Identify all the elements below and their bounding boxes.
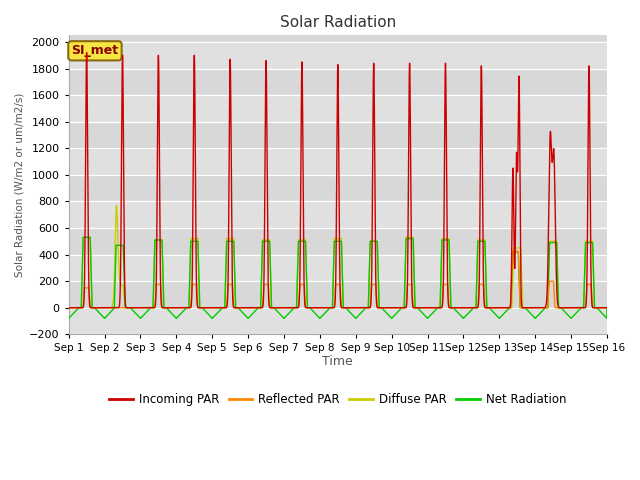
Reflected PAR bbox=[497, 305, 505, 311]
Bar bbox=[68, 308, 607, 334]
Reflected PAR bbox=[469, 305, 477, 311]
Bar bbox=[68, 254, 607, 281]
Reflected PAR bbox=[603, 305, 611, 311]
Net Radiation bbox=[505, 306, 513, 312]
Net Radiation bbox=[497, 313, 505, 319]
Bar bbox=[68, 202, 607, 228]
Reflected PAR bbox=[505, 305, 513, 311]
Diffuse PAR bbox=[484, 305, 492, 311]
Bar bbox=[68, 148, 607, 175]
Incoming PAR bbox=[83, 50, 90, 56]
Diffuse PAR bbox=[497, 305, 505, 311]
Legend: Incoming PAR, Reflected PAR, Diffuse PAR, Net Radiation: Incoming PAR, Reflected PAR, Diffuse PAR… bbox=[105, 388, 571, 410]
Incoming PAR bbox=[497, 305, 505, 311]
Title: Solar Radiation: Solar Radiation bbox=[280, 15, 396, 30]
Net Radiation bbox=[93, 307, 100, 313]
Bar bbox=[68, 42, 607, 69]
Net Radiation bbox=[484, 305, 492, 311]
Net Radiation bbox=[469, 305, 477, 311]
Net Radiation bbox=[79, 234, 87, 240]
Diffuse PAR bbox=[505, 305, 513, 311]
Incoming PAR bbox=[505, 305, 513, 311]
Diffuse PAR bbox=[469, 305, 477, 311]
Incoming PAR bbox=[65, 305, 72, 311]
Reflected PAR bbox=[509, 248, 516, 254]
Bar bbox=[68, 95, 607, 122]
Incoming PAR bbox=[93, 305, 100, 311]
X-axis label: Time: Time bbox=[323, 355, 353, 368]
Diffuse PAR bbox=[93, 305, 100, 311]
Line: Diffuse PAR: Diffuse PAR bbox=[68, 205, 607, 308]
Y-axis label: Solar Radiation (W/m2 or um/m2/s): Solar Radiation (W/m2 or um/m2/s) bbox=[15, 93, 25, 277]
Diffuse PAR bbox=[603, 305, 611, 311]
Line: Net Radiation: Net Radiation bbox=[68, 237, 607, 318]
Diffuse PAR bbox=[408, 234, 416, 240]
Reflected PAR bbox=[93, 305, 100, 311]
Incoming PAR bbox=[603, 305, 611, 311]
Net Radiation bbox=[603, 305, 611, 311]
Reflected PAR bbox=[484, 305, 492, 311]
Diffuse PAR bbox=[65, 305, 72, 311]
Net Radiation bbox=[65, 315, 72, 321]
Diffuse PAR bbox=[113, 203, 120, 208]
Incoming PAR bbox=[484, 305, 492, 311]
Line: Incoming PAR: Incoming PAR bbox=[68, 53, 607, 308]
Incoming PAR bbox=[408, 299, 416, 304]
Reflected PAR bbox=[65, 305, 72, 311]
Net Radiation bbox=[408, 236, 416, 241]
Text: SI_met: SI_met bbox=[72, 44, 118, 57]
Incoming PAR bbox=[469, 305, 477, 311]
Reflected PAR bbox=[408, 290, 416, 296]
Line: Reflected PAR: Reflected PAR bbox=[68, 251, 607, 308]
